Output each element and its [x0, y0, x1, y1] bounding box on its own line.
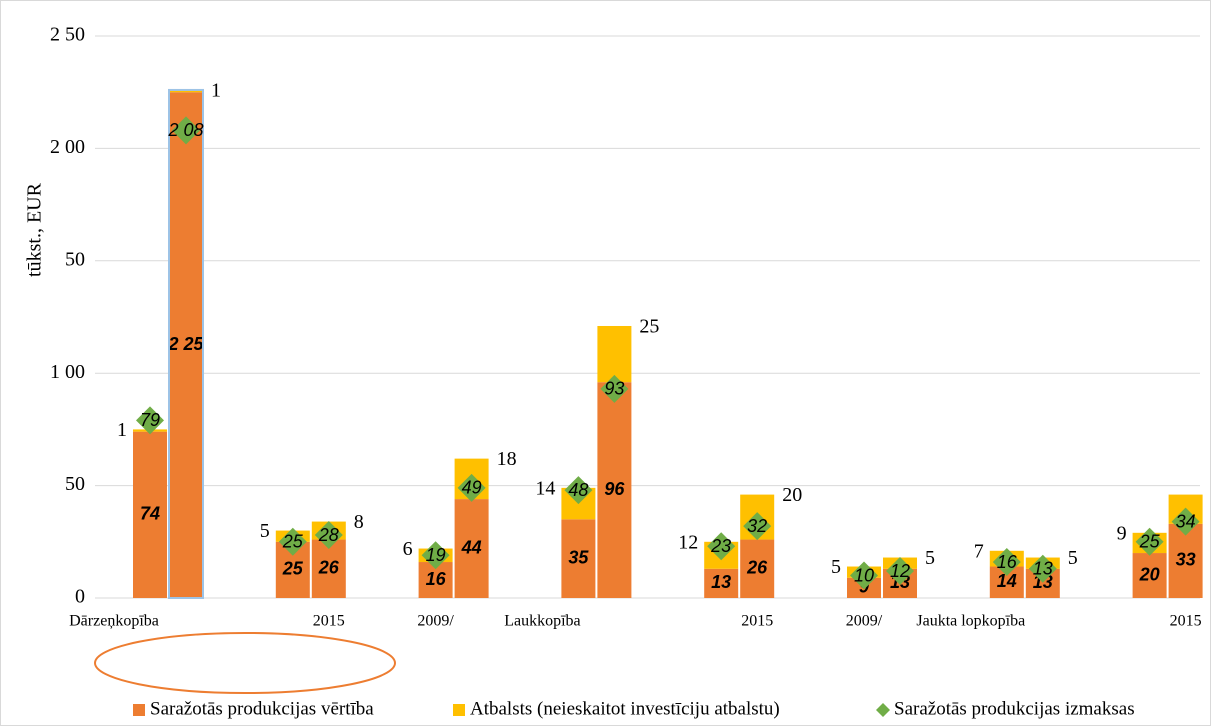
- diamond-marker: [457, 473, 486, 502]
- y-tick-label: 2 50: [50, 24, 85, 46]
- legend-marker: [133, 704, 145, 716]
- bar-segment: [311, 539, 346, 598]
- bar-segment: [704, 568, 739, 598]
- marker-label: 13: [1033, 559, 1053, 579]
- bar-segment: [597, 382, 632, 598]
- x-tick-label: 2009/: [417, 613, 454, 630]
- bar-segment: [169, 89, 203, 93]
- bar-segment: [740, 539, 775, 598]
- marker-label: 23: [710, 536, 731, 556]
- x-tick-label: 2009/: [846, 613, 883, 630]
- y-tick-label: 50: [65, 473, 85, 495]
- bar-label: 2 25: [167, 334, 204, 354]
- bar-label: 14: [535, 477, 555, 499]
- marker-label: 48: [568, 480, 588, 500]
- y-axis-label: tūkst., EUR: [24, 182, 46, 277]
- marker-label: 93: [604, 379, 624, 399]
- marker-label: 10: [854, 565, 874, 585]
- x-tick-label: 2015: [313, 613, 345, 630]
- diamond-marker: [707, 532, 736, 561]
- diamond-marker: [278, 527, 307, 556]
- bar-label: 12: [678, 531, 698, 553]
- bar-label: 13: [711, 572, 731, 592]
- bar-label: 96: [604, 479, 625, 499]
- annotation-ellipse: [94, 632, 396, 694]
- bar-label: 20: [1139, 564, 1160, 584]
- bar-label: 74: [140, 504, 160, 524]
- diamond-marker: [1028, 554, 1057, 583]
- bar-segment: [1168, 523, 1203, 598]
- bar-label: 25: [282, 559, 304, 579]
- bar-label: 35: [568, 547, 589, 567]
- diamond-marker: [886, 557, 914, 586]
- y-tick-label: 2 00: [50, 136, 85, 158]
- bar-segment: [1132, 553, 1167, 598]
- bar-segment: [454, 499, 489, 598]
- bar-label: 9: [1117, 522, 1127, 544]
- bar-label: 5: [1068, 547, 1078, 569]
- legend-label: Saražotās produkcijas izmaksas: [894, 698, 1135, 719]
- diamond-marker: [743, 512, 772, 541]
- bar-label: 6: [403, 538, 413, 560]
- marker-label: 25: [1139, 532, 1161, 552]
- bar-label: 18: [497, 448, 517, 470]
- legend-label: Atbalsts (neieskaitot investīciju atbals…: [470, 698, 780, 719]
- bar-segment: [561, 519, 596, 598]
- bar-segment: [597, 325, 632, 383]
- bar-label: 13: [1211, 484, 1212, 506]
- diamond-marker: [172, 116, 200, 145]
- diamond-marker: [1171, 507, 1200, 536]
- bar-label: 5: [831, 556, 841, 578]
- marker-label: 28: [318, 525, 339, 545]
- selection-outline: [168, 88, 204, 600]
- bar-label: 5: [260, 520, 270, 542]
- x-tick-label: Dārzeņkopība: [69, 613, 159, 630]
- diamond-marker: [850, 561, 878, 590]
- diamond-marker: [136, 406, 164, 435]
- legend-marker: [876, 703, 890, 717]
- x-tick-label: Jaukta lopkopība: [916, 613, 1025, 630]
- bar-label: 1: [211, 80, 221, 102]
- diamond-marker: [992, 548, 1021, 577]
- bar-label: 25: [639, 316, 659, 338]
- bar-label: 5: [925, 547, 935, 569]
- marker-label: 32: [747, 516, 767, 536]
- bar-label: 8: [354, 511, 364, 533]
- bar-label: 16: [426, 569, 447, 589]
- diamond-marker: [314, 521, 343, 550]
- legend-label: Saražotās produkcijas vērtība: [150, 698, 374, 719]
- bar-segment: [169, 92, 203, 598]
- bar-label: 7: [974, 540, 984, 562]
- diamond-marker: [421, 541, 450, 570]
- bar-label: 26: [746, 558, 768, 578]
- y-tick-label: 50: [65, 248, 85, 270]
- x-tick-label: 2015: [741, 613, 773, 630]
- marker-label: 12: [890, 561, 910, 581]
- y-tick-label: 1 00: [50, 361, 85, 383]
- marker-label: 2 08: [167, 120, 203, 140]
- diamond-marker: [600, 374, 629, 403]
- bar-label: 20: [782, 484, 802, 506]
- x-tick-label: Laukkopība: [504, 613, 580, 630]
- marker-label: 19: [426, 545, 446, 565]
- legend-marker: [453, 704, 465, 716]
- y-tick-label: 0: [75, 586, 85, 608]
- bar-label: 14: [997, 571, 1017, 591]
- bar-segment: [133, 431, 167, 598]
- marker-label: 25: [282, 532, 304, 552]
- bar-label: 33: [1176, 550, 1196, 570]
- marker-label: 49: [462, 478, 482, 498]
- diamond-marker: [1135, 527, 1164, 556]
- marker-label: 34: [1176, 511, 1196, 531]
- marker-label: 16: [997, 552, 1018, 572]
- bar-label: 44: [461, 537, 482, 557]
- bar-label: 1: [117, 419, 127, 441]
- marker-label: 79: [140, 410, 160, 430]
- x-tick-label: 2015: [1170, 613, 1202, 630]
- diamond-marker: [564, 476, 593, 505]
- bar-label: 26: [318, 558, 340, 578]
